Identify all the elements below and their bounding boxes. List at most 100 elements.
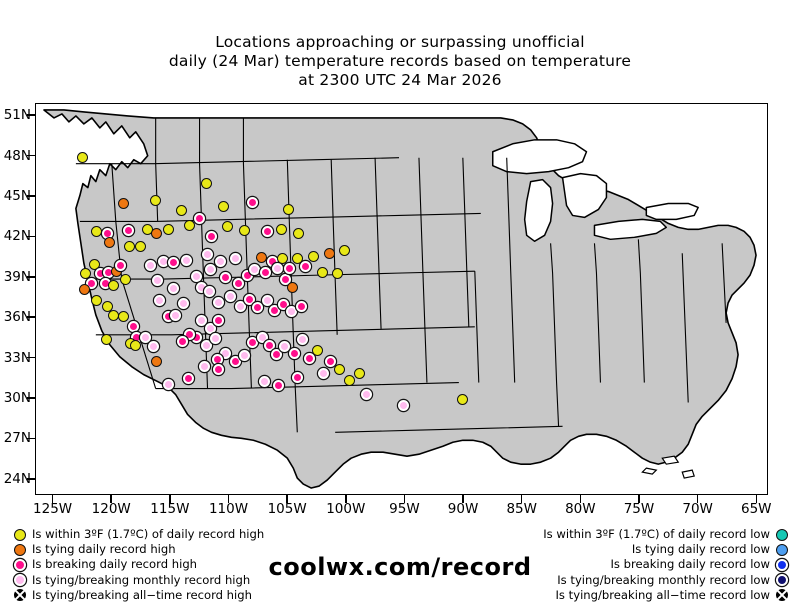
record-marker-magenta[interactable] — [277, 299, 289, 311]
record-marker-magenta[interactable] — [177, 335, 189, 347]
record-marker-pink[interactable] — [200, 339, 212, 351]
record-marker-pink[interactable] — [213, 296, 225, 308]
record-marker-orange[interactable] — [104, 237, 116, 249]
record-marker-yellow[interactable] — [293, 227, 305, 239]
record-marker-magenta[interactable] — [273, 380, 285, 392]
record-marker-magenta[interactable] — [85, 277, 97, 289]
record-marker-yellow[interactable] — [338, 245, 350, 257]
record-marker-yellow[interactable] — [292, 253, 304, 265]
record-marker-magenta[interactable] — [167, 257, 179, 269]
record-marker-pink[interactable] — [167, 283, 179, 295]
record-marker-pink[interactable] — [286, 305, 298, 317]
record-marker-yellow[interactable] — [334, 363, 346, 375]
record-marker-pink[interactable] — [397, 400, 409, 412]
record-marker-pink[interactable] — [205, 323, 217, 335]
record-marker-magenta[interactable] — [233, 277, 245, 289]
record-marker-magenta[interactable] — [127, 320, 139, 332]
record-marker-pink[interactable] — [205, 264, 217, 276]
record-marker-pink[interactable] — [195, 315, 207, 327]
record-marker-pink[interactable] — [296, 334, 308, 346]
record-marker-yellow[interactable] — [221, 221, 233, 233]
record-marker-yellow[interactable] — [218, 200, 230, 212]
record-marker-magenta[interactable] — [303, 353, 315, 365]
record-marker-yellow[interactable] — [316, 266, 328, 278]
record-marker-yellow[interactable] — [354, 367, 366, 379]
record-marker-pink[interactable] — [204, 285, 216, 297]
record-marker-pink[interactable] — [163, 378, 175, 390]
record-marker-magenta[interactable] — [268, 304, 280, 316]
record-marker-pink[interactable] — [256, 331, 268, 343]
record-marker-magenta[interactable] — [270, 349, 282, 361]
record-marker-yellow[interactable] — [107, 309, 119, 321]
record-marker-pink[interactable] — [361, 389, 373, 401]
record-marker-magenta[interactable] — [213, 363, 225, 375]
record-marker-yellow[interactable] — [118, 311, 130, 323]
record-marker-yellow[interactable] — [175, 204, 187, 216]
record-marker-magenta[interactable] — [295, 300, 307, 312]
record-marker-magenta[interactable] — [252, 301, 264, 313]
record-marker-magenta[interactable] — [324, 355, 336, 367]
record-marker-pink[interactable] — [199, 361, 211, 373]
record-marker-pink[interactable] — [170, 309, 182, 321]
record-marker-pink[interactable] — [201, 249, 213, 261]
record-marker-yellow[interactable] — [311, 345, 323, 356]
record-marker-yellow[interactable] — [150, 195, 162, 207]
record-marker-pink[interactable] — [214, 256, 226, 268]
record-marker-orange[interactable] — [118, 198, 130, 210]
record-marker-magenta[interactable] — [182, 373, 194, 385]
record-marker-pink[interactable] — [209, 332, 221, 344]
record-marker-orange[interactable] — [151, 355, 163, 367]
record-marker-yellow[interactable] — [100, 334, 112, 346]
record-marker-pink[interactable] — [145, 260, 157, 272]
record-marker-magenta[interactable] — [283, 262, 295, 274]
record-marker-yellow[interactable] — [124, 241, 136, 253]
record-marker-magenta[interactable] — [288, 347, 300, 359]
record-marker-magenta[interactable] — [213, 315, 225, 327]
record-marker-pink[interactable] — [239, 350, 251, 362]
record-marker-yellow[interactable] — [343, 374, 355, 386]
record-marker-pink[interactable] — [234, 300, 246, 312]
record-marker-magenta[interactable] — [247, 336, 259, 348]
record-marker-yellow[interactable] — [107, 280, 119, 292]
record-marker-yellow[interactable] — [134, 241, 146, 253]
record-marker-magenta[interactable] — [206, 230, 218, 242]
record-marker-yellow[interactable] — [79, 268, 91, 280]
record-marker-pink[interactable] — [147, 340, 159, 352]
record-marker-orange[interactable] — [287, 281, 299, 293]
record-marker-magenta[interactable] — [292, 371, 304, 383]
record-marker-magenta[interactable] — [220, 272, 232, 284]
record-marker-pink[interactable] — [248, 264, 260, 276]
record-marker-magenta[interactable] — [241, 269, 253, 281]
record-marker-pink[interactable] — [317, 367, 329, 379]
record-marker-pink[interactable] — [178, 297, 190, 309]
record-marker-yellow[interactable] — [282, 203, 294, 215]
record-marker-magenta[interactable] — [193, 213, 205, 224]
record-marker-yellow[interactable] — [130, 339, 142, 351]
record-marker-magenta[interactable] — [263, 339, 275, 351]
record-marker-magenta[interactable] — [300, 261, 312, 273]
record-marker-pink[interactable] — [272, 262, 284, 274]
record-marker-yellow[interactable] — [239, 225, 251, 237]
record-marker-yellow[interactable] — [89, 258, 101, 270]
record-marker-pink[interactable] — [152, 274, 164, 286]
record-marker-pink[interactable] — [259, 375, 271, 387]
record-marker-pink[interactable] — [225, 291, 237, 303]
record-marker-magenta[interactable] — [123, 225, 135, 237]
record-marker-yellow[interactable] — [275, 223, 287, 235]
record-marker-pink[interactable] — [279, 340, 291, 352]
record-marker-magenta[interactable] — [260, 266, 272, 278]
record-marker-yellow[interactable] — [77, 152, 89, 164]
record-marker-magenta[interactable] — [243, 293, 255, 305]
record-marker-magenta[interactable] — [184, 328, 196, 340]
record-marker-pink[interactable] — [229, 253, 241, 265]
record-marker-magenta[interactable] — [261, 226, 273, 238]
record-marker-orange[interactable] — [323, 248, 335, 260]
record-marker-yellow[interactable] — [163, 223, 175, 235]
record-marker-yellow[interactable] — [457, 393, 469, 405]
record-marker-yellow[interactable] — [119, 273, 131, 285]
record-marker-pink[interactable] — [180, 254, 192, 266]
record-marker-magenta[interactable] — [114, 260, 126, 272]
record-marker-pink[interactable] — [191, 270, 203, 282]
record-marker-magenta[interactable] — [229, 355, 241, 367]
brand-watermark[interactable]: coolwx.com/record — [268, 553, 532, 581]
